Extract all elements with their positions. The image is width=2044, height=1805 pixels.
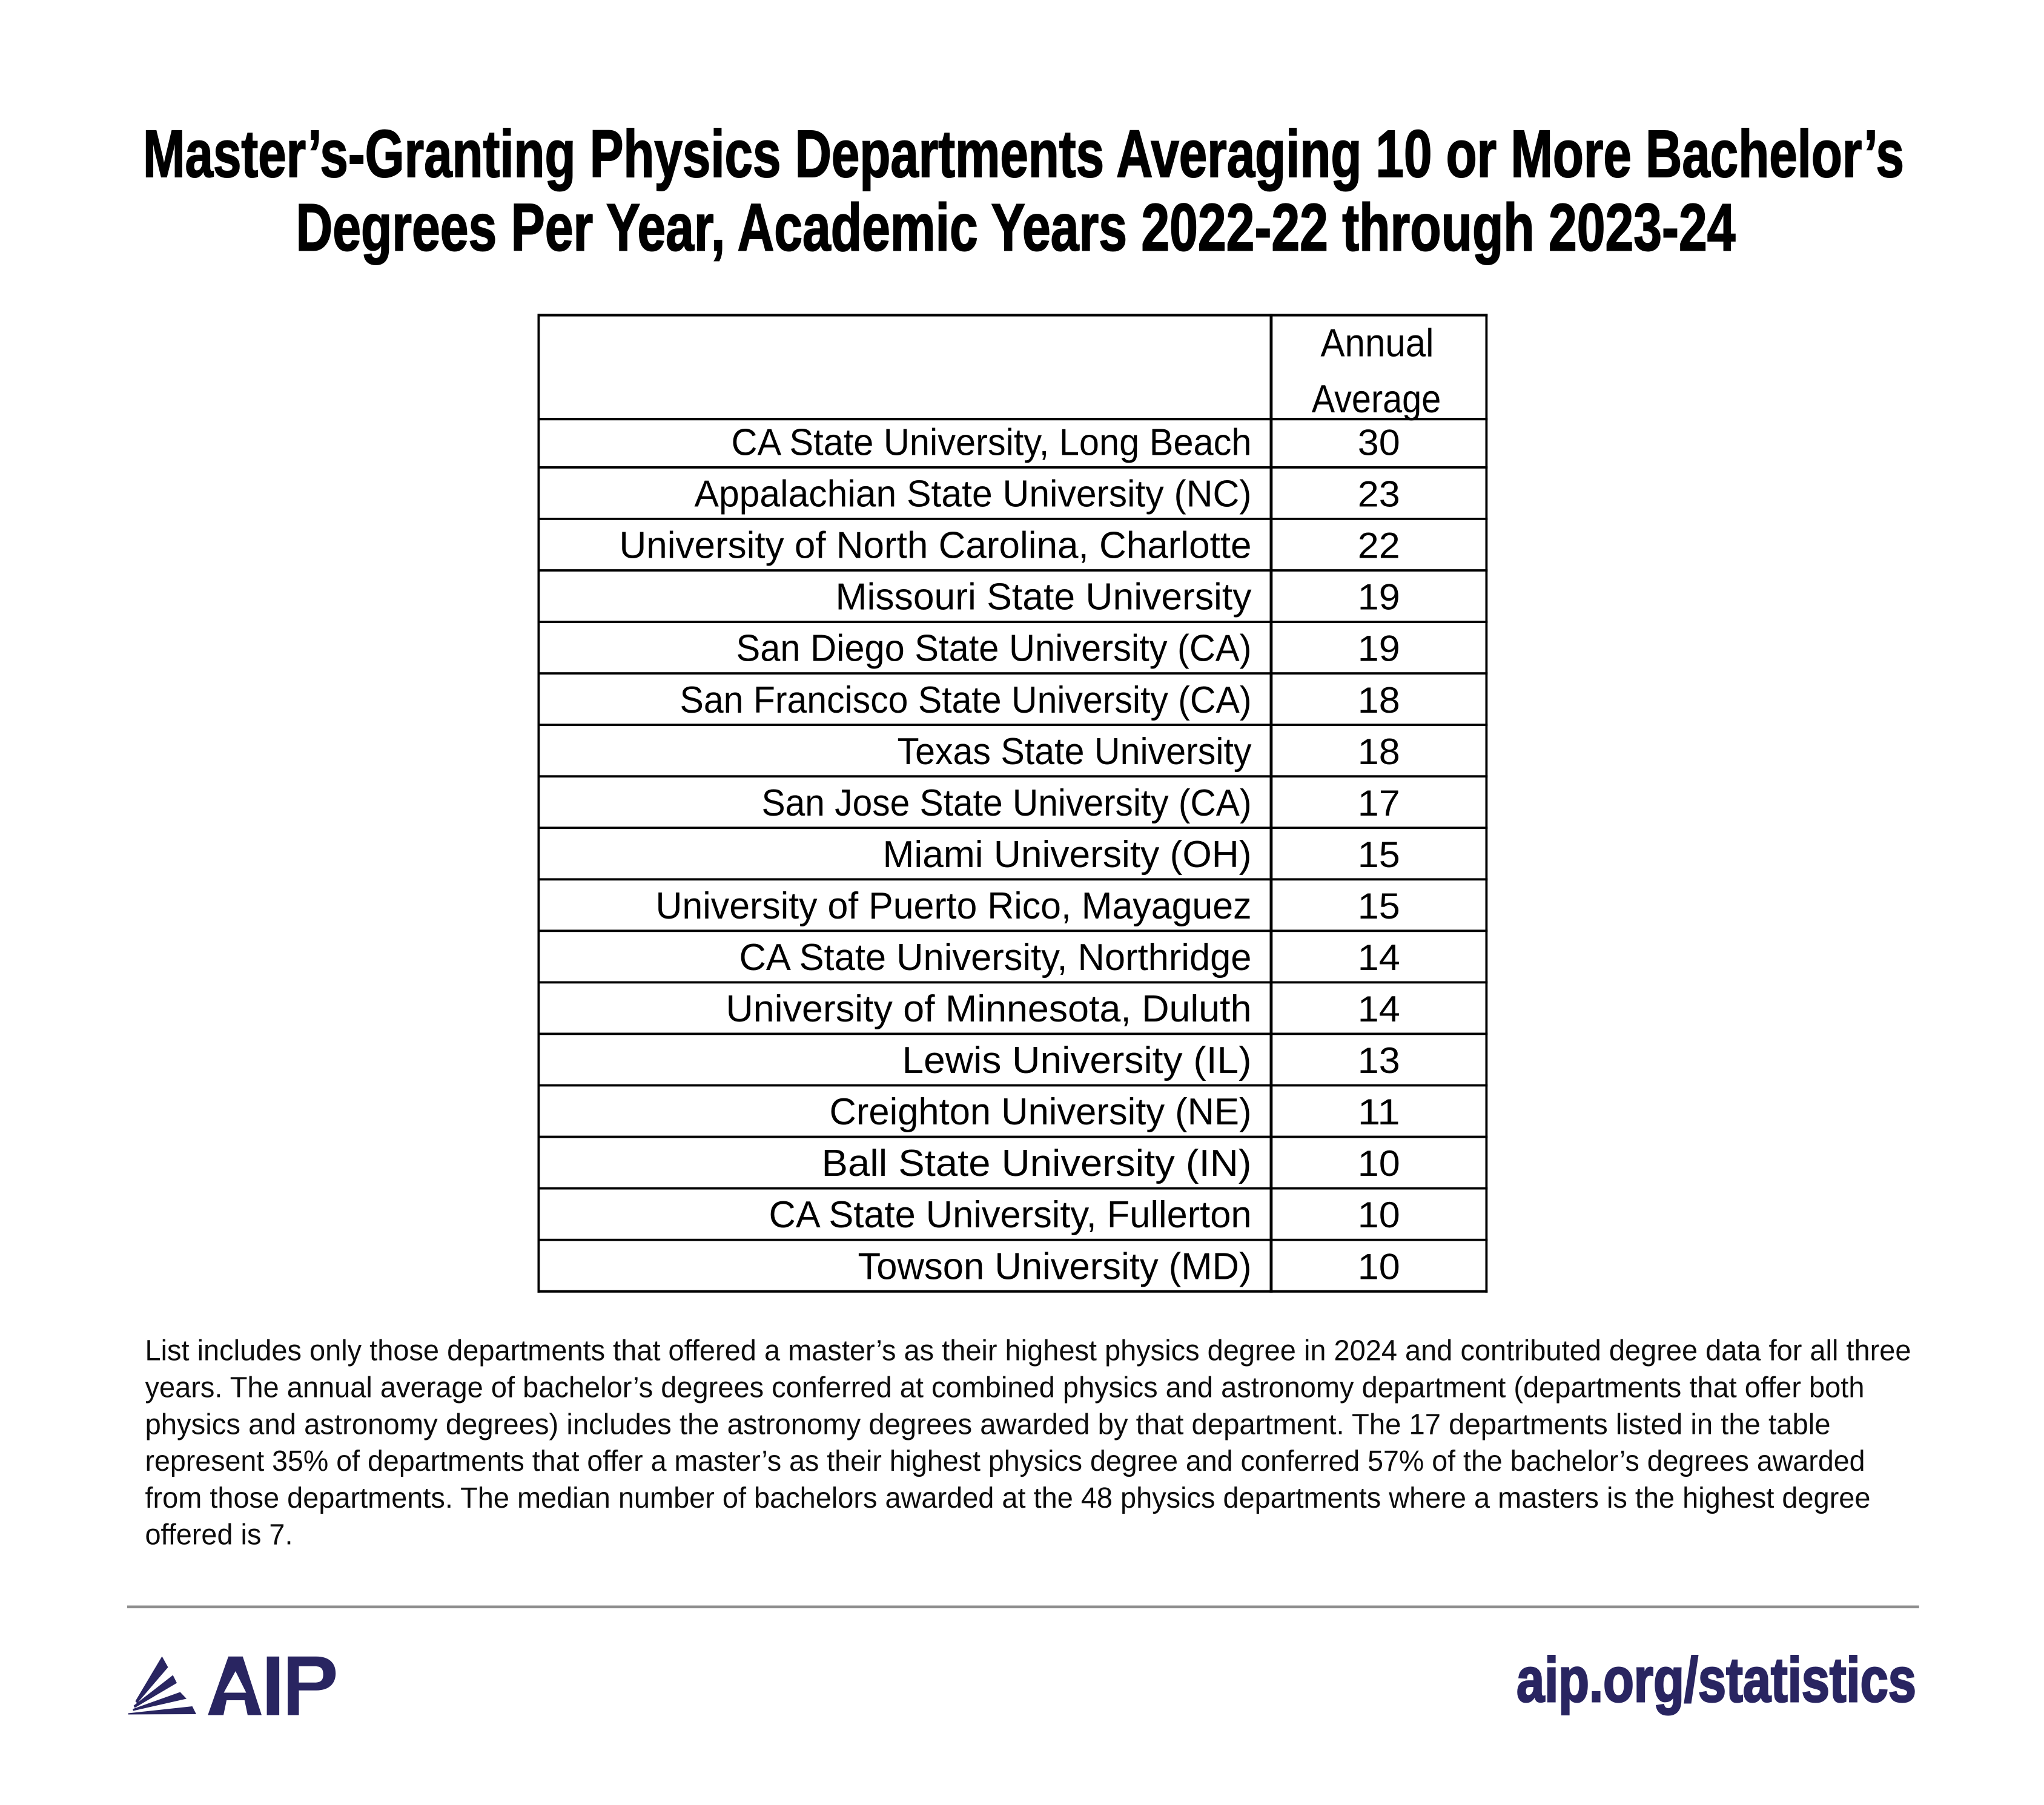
svg-text:23: 23 bbox=[1358, 474, 1400, 515]
svg-text:represent 35% of departments t: represent 35% of departments that offer … bbox=[145, 1445, 1865, 1477]
svg-text:30: 30 bbox=[1358, 423, 1400, 463]
svg-text:University of Puerto Rico, May: University of Puerto Rico, Mayaguez bbox=[656, 885, 1252, 927]
svg-text:Master’s-Granting Physics Depa: Master’s-Granting Physics Departments Av… bbox=[143, 117, 1904, 191]
svg-text:18: 18 bbox=[1358, 731, 1400, 772]
svg-text:14: 14 bbox=[1358, 989, 1400, 1029]
svg-text:18: 18 bbox=[1358, 680, 1400, 721]
svg-text:Appalachian State University (: Appalachian State University (NC) bbox=[695, 474, 1252, 515]
svg-text:physics and astronomy degrees): physics and astronomy degrees) includes … bbox=[145, 1408, 1831, 1440]
svg-text:San Francisco State University: San Francisco State University (CA) bbox=[680, 679, 1252, 721]
svg-text:aip.org/statistics: aip.org/statistics bbox=[1516, 1645, 1916, 1715]
svg-text:19: 19 bbox=[1358, 629, 1400, 669]
svg-text:10: 10 bbox=[1358, 1143, 1400, 1184]
svg-text:19: 19 bbox=[1358, 577, 1400, 618]
svg-text:14: 14 bbox=[1358, 937, 1400, 978]
svg-text:from those departments. The me: from those departments. The median numbe… bbox=[145, 1482, 1871, 1514]
svg-text:13: 13 bbox=[1358, 1040, 1400, 1081]
svg-text:Creighton University (NE): Creighton University (NE) bbox=[830, 1091, 1252, 1133]
svg-text:University of Minnesota, Dulut: University of Minnesota, Duluth bbox=[726, 988, 1252, 1030]
svg-text:Lewis University (IL): Lewis University (IL) bbox=[902, 1040, 1252, 1081]
svg-text:Missouri State University: Missouri State University bbox=[836, 576, 1252, 618]
svg-text:offered is 7.: offered is 7. bbox=[145, 1519, 293, 1551]
svg-text:CA State University, Northridg: CA State University, Northridge bbox=[739, 937, 1252, 978]
svg-text:Degrees Per Year, Academic Yea: Degrees Per Year, Academic Years 2022-22… bbox=[296, 191, 1736, 265]
svg-text:Towson University (MD): Towson University (MD) bbox=[858, 1246, 1252, 1287]
svg-text:CA State University, Long Beac: CA State University, Long Beach bbox=[732, 422, 1252, 464]
svg-text:San Jose State University (CA): San Jose State University (CA) bbox=[762, 782, 1252, 824]
svg-text:Annual: Annual bbox=[1321, 321, 1434, 365]
svg-text:22: 22 bbox=[1358, 526, 1400, 566]
svg-text:CA State University, Fullerton: CA State University, Fullerton bbox=[769, 1194, 1252, 1236]
svg-text:Miami University (OH): Miami University (OH) bbox=[883, 834, 1252, 876]
svg-text:List includes only those depar: List includes only those departments tha… bbox=[145, 1335, 1911, 1367]
svg-text:10: 10 bbox=[1358, 1246, 1400, 1287]
svg-text:Texas State University: Texas State University bbox=[898, 731, 1252, 773]
svg-text:15: 15 bbox=[1358, 886, 1400, 926]
svg-text:Average: Average bbox=[1312, 377, 1441, 421]
svg-text:10: 10 bbox=[1358, 1195, 1400, 1235]
svg-text:University of North Carolina,: University of North Carolina, Charlotte bbox=[620, 525, 1252, 567]
svg-text:11: 11 bbox=[1358, 1092, 1400, 1132]
svg-text:years. The annual average of b: years. The annual average of bachelor’s … bbox=[145, 1371, 1865, 1404]
svg-text:17: 17 bbox=[1358, 783, 1400, 823]
svg-text:San Diego State University (CA: San Diego State University (CA) bbox=[736, 628, 1252, 670]
svg-text:Ball State University (IN): Ball State University (IN) bbox=[822, 1143, 1252, 1184]
svg-text:15: 15 bbox=[1358, 834, 1400, 875]
